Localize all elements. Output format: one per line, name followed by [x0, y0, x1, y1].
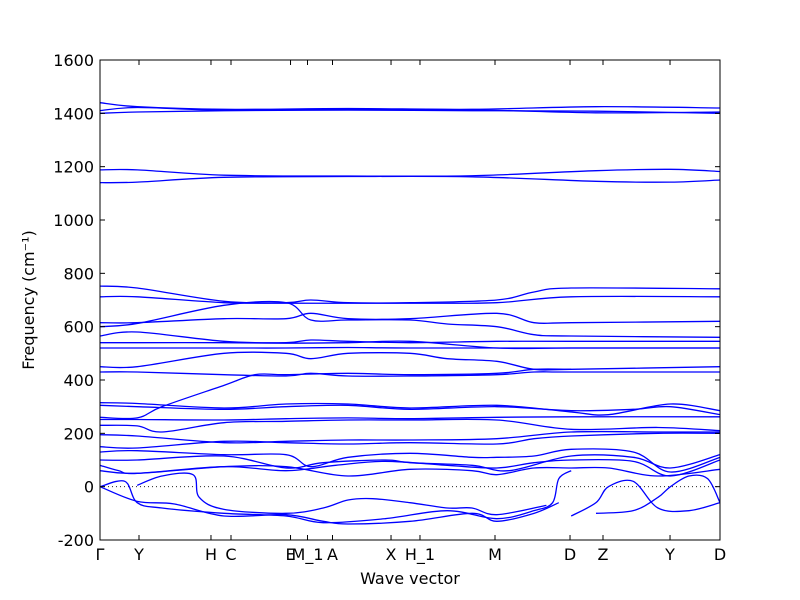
- y-ticks: -200 0 200 400 600 800 1000 1200 1400 1600: [53, 51, 720, 550]
- band-line-26: [99, 470, 572, 524]
- x-tick-label: Γ: [96, 545, 105, 564]
- band-line-30: [595, 474, 721, 514]
- y-tick-label: 1200: [53, 158, 94, 177]
- y-tick-label: 1600: [53, 51, 94, 70]
- x-tick-label: M_1: [292, 545, 324, 565]
- band-line-3: [99, 109, 721, 114]
- x-tick-label: X: [386, 545, 397, 564]
- band-line-9: [99, 300, 721, 338]
- y-tick-label: 800: [63, 264, 94, 283]
- band-line-16: [99, 404, 721, 416]
- y-tick-label: 400: [63, 371, 94, 390]
- y-tick-label: 0: [84, 478, 94, 497]
- band-line-18: [99, 416, 721, 421]
- y-tick-label: 1000: [53, 211, 94, 230]
- x-tick-label: D: [564, 545, 576, 564]
- band-line-20: [99, 430, 720, 444]
- y-tick-label: 200: [63, 424, 94, 443]
- band-line-15: [99, 402, 721, 416]
- band-lines: [99, 102, 721, 525]
- band-line-2: [99, 106, 721, 114]
- x-tick-label: A: [327, 545, 338, 564]
- y-tick-label: -200: [58, 531, 94, 550]
- plot-frame: [99, 59, 721, 541]
- band-line-10: [99, 331, 720, 344]
- x-tick-label: H_1: [405, 545, 435, 565]
- y-tick-label: 1400: [53, 104, 94, 123]
- band-line-22: [99, 448, 721, 473]
- y-axis-label: Frequency (cm⁻¹): [19, 230, 38, 369]
- band-line-19: [99, 418, 721, 433]
- x-tick-label: D: [714, 545, 726, 564]
- band-line-29: [570, 479, 721, 517]
- band-line-27: [99, 486, 560, 525]
- x-tick-label: Y: [664, 545, 675, 564]
- x-tick-label: C: [225, 545, 236, 564]
- band-line-14: [99, 371, 720, 377]
- band-line-12: [100, 346, 720, 349]
- x-tick-label: E: [285, 545, 295, 564]
- x-tick-label: Y: [133, 545, 144, 564]
- band-line-21: [99, 432, 721, 449]
- x-tick-label: H: [205, 545, 217, 564]
- y-tick-label: 600: [63, 318, 94, 337]
- band-line-13: [99, 351, 721, 371]
- x-ticks: Γ Y H C EM_1 A X H_1 M D Z Y D: [96, 60, 726, 565]
- band-line-7: [99, 295, 721, 304]
- x-axis-label: Wave vector: [360, 569, 460, 588]
- band-line-17: [99, 368, 572, 420]
- band-line-25: [99, 465, 721, 477]
- band-line-28: [136, 472, 547, 516]
- x-tick-label: M: [488, 545, 502, 564]
- band-line-5: [99, 175, 721, 184]
- band-line-8: [99, 312, 721, 325]
- x-tick-label: Z: [598, 545, 609, 564]
